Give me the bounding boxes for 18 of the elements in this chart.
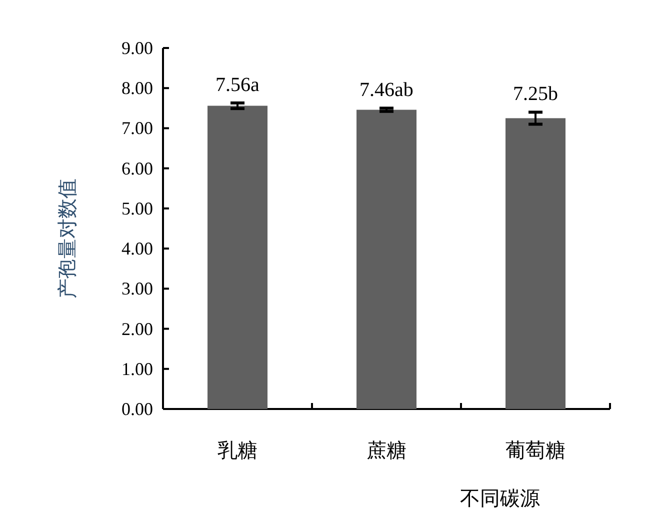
y-tick-label: 5.00 — [122, 198, 153, 218]
x-tick-label: 葡萄糖 — [506, 440, 566, 462]
y-tick-label: 1.00 — [122, 358, 153, 379]
x-tick-label: 乳糖 — [218, 440, 258, 462]
y-tick-label: 3.00 — [122, 278, 153, 299]
data-label: 7.25b — [513, 83, 558, 106]
y-tick-label: 2.00 — [122, 318, 153, 339]
y-tick-label: 8.00 — [122, 78, 153, 98]
data-label: 7.56a — [216, 74, 260, 96]
x-axis-title: 不同碳源 — [460, 488, 540, 510]
y-tick-label: 4.00 — [122, 238, 153, 259]
data-label: 7.46ab — [360, 79, 414, 102]
y-tick-label: 6.00 — [122, 158, 153, 178]
y-tick-label: 9.00 — [122, 38, 153, 58]
y-axis-title: 产孢量对数值 — [57, 178, 79, 298]
y-tick-label: 7.00 — [122, 118, 153, 138]
x-tick-label: 蔗糖 — [366, 440, 406, 462]
y-tick-label: 0.00 — [122, 399, 153, 419]
